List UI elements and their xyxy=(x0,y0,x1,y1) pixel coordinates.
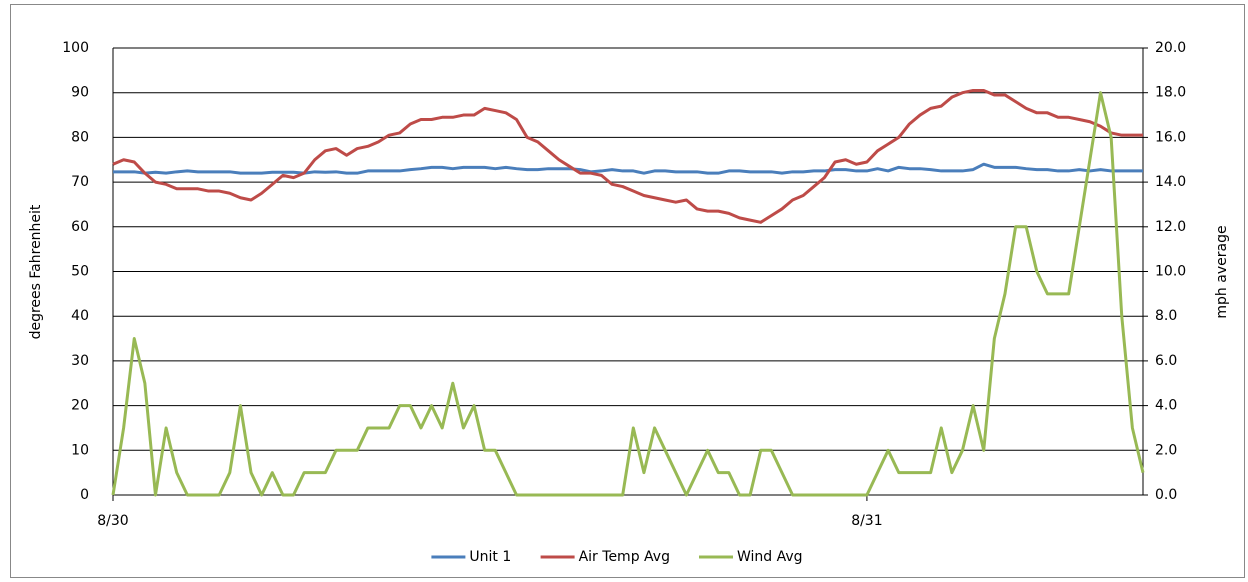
y2-tick-label: 16.0 xyxy=(1155,129,1186,145)
legend-label: Unit 1 xyxy=(469,549,511,565)
y-axis-title: degrees Fahrenheit xyxy=(28,204,44,339)
y2-tick-label: 4.0 xyxy=(1155,398,1177,414)
y-tick-label: 20 xyxy=(71,398,89,414)
y-tick-label: 90 xyxy=(71,85,89,101)
y-tick-label: 80 xyxy=(71,129,89,145)
y2-tick-label: 14.0 xyxy=(1155,174,1186,190)
y2-tick-label: 2.0 xyxy=(1155,442,1177,458)
x-tick-label: 8/31 xyxy=(851,513,882,529)
chart-border xyxy=(10,4,1245,578)
y2-tick-label: 6.0 xyxy=(1155,353,1177,369)
y2-tick-label: 10.0 xyxy=(1155,264,1186,280)
legend-label: Wind Avg xyxy=(737,549,803,565)
series-line xyxy=(112,88,1143,224)
y-tick-label: 70 xyxy=(71,174,89,190)
y-tick-label: 60 xyxy=(71,219,89,235)
y2-axis-title: mph average xyxy=(1214,225,1230,318)
y-tick-label: 0 xyxy=(80,487,89,503)
y2-tick-label: 20.0 xyxy=(1155,40,1186,56)
x-tick-label: 8/30 xyxy=(97,513,128,529)
y2-tick-label: 0.0 xyxy=(1155,487,1177,503)
y2-tick-label: 8.0 xyxy=(1155,308,1177,324)
y-tick-label: 10 xyxy=(71,442,89,458)
series-line xyxy=(111,91,1145,497)
series-line xyxy=(113,162,1143,175)
y2-tick-label: 18.0 xyxy=(1155,85,1186,101)
y-tick-label: 50 xyxy=(71,264,89,280)
legend-label: Air Temp Avg xyxy=(579,549,670,565)
y-tick-label: 40 xyxy=(71,308,89,324)
y-tick-label: 30 xyxy=(71,353,89,369)
y-tick-label: 100 xyxy=(62,40,89,56)
y2-tick-label: 12.0 xyxy=(1155,219,1186,235)
